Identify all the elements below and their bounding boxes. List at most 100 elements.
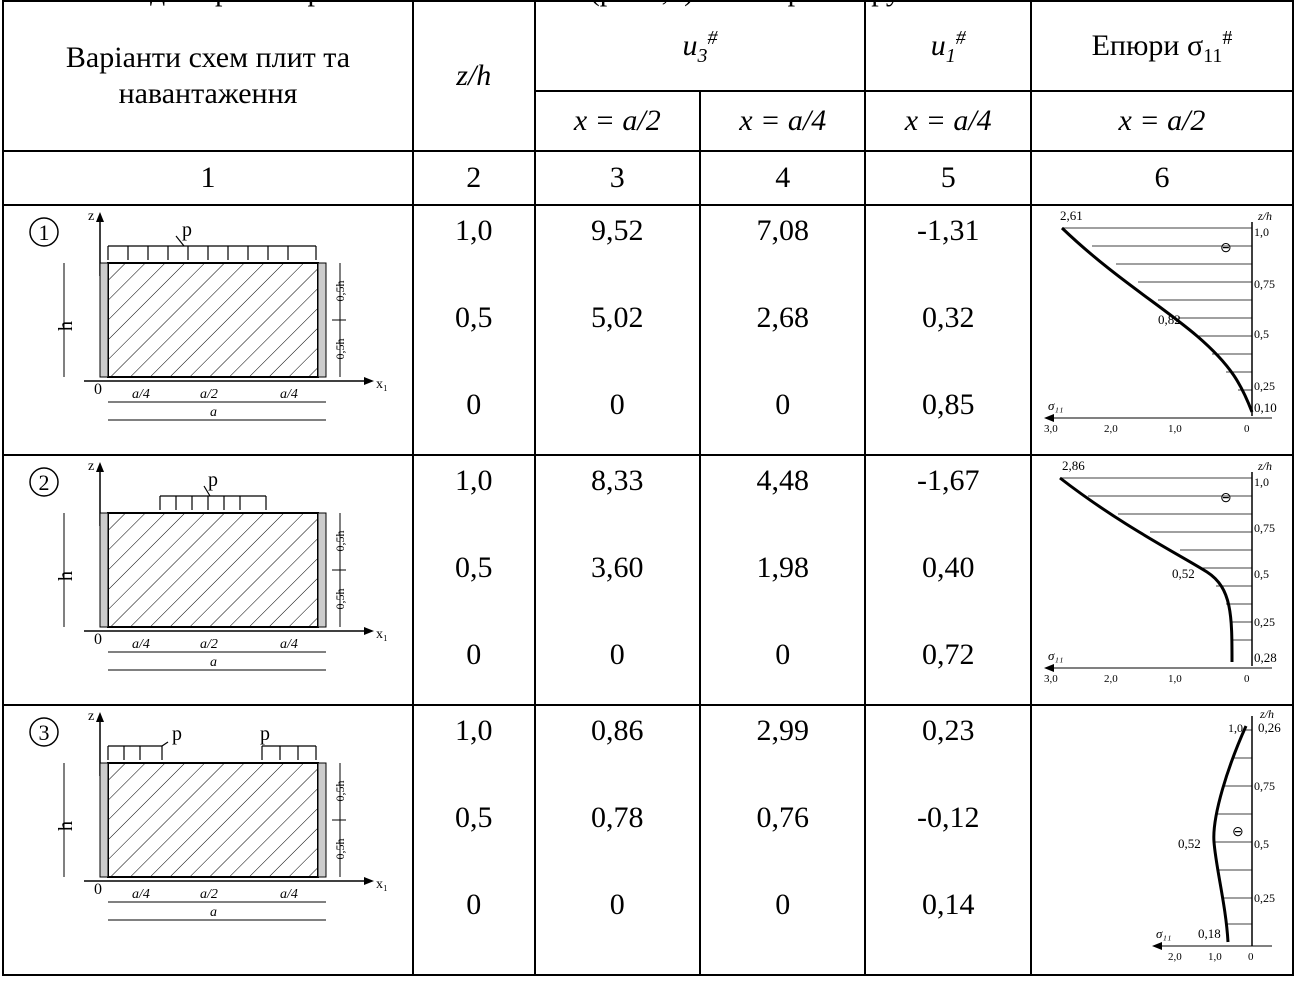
epure-bottom-value: 0,18 [1198, 926, 1221, 941]
plate-scheme-3: 3 z p p h 0,5h [29, 709, 388, 921]
header-u1: u1# [864, 0, 1032, 92]
half-label: a/2 [200, 387, 218, 402]
tick-label: 1,0 [1254, 475, 1269, 489]
zh-cell: 1,0 0,5 0 [411, 454, 536, 706]
x-axis-label: x₁ [376, 377, 388, 392]
x-tick: 2,0 [1168, 951, 1182, 963]
u1-a4-value: 0,85 [921, 388, 975, 421]
zh-cell: 1,0 0,5 0 [411, 704, 536, 976]
col-number: 3 [533, 150, 702, 206]
u3-a2-value: 0 [609, 888, 625, 921]
z-axis-label: z [88, 459, 94, 474]
tick-label: 0,25 [1254, 891, 1275, 905]
zh-value: 0 [466, 888, 482, 921]
sign-minus-icon: ⊖ [1220, 241, 1232, 256]
epure-mid-value: 0,52 [1172, 566, 1195, 581]
x-axis-label: x₁ [376, 627, 388, 642]
u3-a4-cell: 7,08 2,68 0 [699, 204, 867, 456]
scheme-cell: 1 z p [2, 204, 414, 456]
tick-label: 0,75 [1254, 779, 1275, 793]
epure-cell: 0,26 0,52 0,18 ⊖ 1,0 0,75 0,5 0,25 z/h σ… [1029, 704, 1294, 976]
u3-a4-value: 2,99 [756, 714, 810, 747]
header-epure-label: Епюри σ [1091, 29, 1204, 62]
u1-a4-value: -1,67 [916, 464, 980, 497]
full-label: a [210, 655, 217, 670]
load-label: p [172, 723, 182, 745]
u3-a4-value: 0,76 [756, 801, 810, 834]
z-axis-label: z/h [1257, 459, 1272, 473]
tick-label: 1,0 [1228, 721, 1243, 735]
half-h-label: 0,5h [333, 839, 347, 860]
x-tick: 0 [1244, 673, 1250, 685]
header-u3-label: u [682, 29, 698, 62]
u3-a4-value: 0 [775, 388, 791, 421]
header-u1-sub: 1 [945, 45, 956, 67]
subheader-u3-a2: x = a/2 [533, 90, 702, 152]
tick-label: 0,75 [1254, 521, 1275, 535]
u1-a4-value: 0,72 [921, 638, 975, 671]
variant-number: 1 [39, 220, 50, 245]
header-variants: Варіанти схем плит та навантаження [2, 0, 414, 152]
u3-a4-value: 7,08 [756, 214, 810, 247]
epure-bottom-value: 0,28 [1254, 650, 1277, 665]
u3-a2-value: 0 [609, 388, 625, 421]
epure-top-value: 2,86 [1062, 458, 1085, 473]
epure-mid-value: 0,82 [1158, 312, 1181, 327]
results-table: Варіанти схем плит та навантаження z/h u… [2, 0, 1294, 976]
u3-a4-value: 4,48 [756, 464, 810, 497]
half-h-label: 0,5h [333, 281, 347, 302]
height-label: h [55, 821, 77, 831]
variant-number: 2 [39, 470, 50, 495]
origin-label: 0 [94, 881, 102, 898]
u3-a2-value: 9,52 [591, 214, 644, 247]
epure-bottom-value: 0,10 [1254, 400, 1277, 415]
header-variants-label: Варіанти схем плит та навантаження [65, 41, 351, 110]
u1-a4-value: 0,32 [921, 301, 975, 334]
tick-label: 0,25 [1254, 615, 1275, 629]
stress-epure-3: 0,26 0,52 0,18 ⊖ 1,0 0,75 0,5 0,25 z/h σ… [1151, 707, 1281, 963]
subheader-u3-a4: x = a/4 [699, 90, 867, 152]
z-axis-label: z [88, 709, 94, 724]
u1-a4-cell: 0,23 -0,12 0,14 [864, 704, 1032, 976]
sign-minus-icon: ⊖ [1232, 825, 1244, 840]
u3-a4-value: 0 [775, 888, 791, 921]
header-u3-sub: 3 [697, 45, 708, 67]
tick-label: 0,75 [1254, 277, 1275, 291]
quarter-label: a/4 [132, 637, 150, 652]
x-tick: 2,0 [1104, 673, 1118, 685]
z-axis-label: z/h [1257, 209, 1272, 223]
subheader-epure-a2: x = a/2 [1029, 90, 1294, 152]
x-tick: 3,0 [1044, 673, 1058, 685]
epure-top-value: 2,61 [1060, 208, 1083, 223]
tick-label: 0,5 [1254, 567, 1269, 581]
x-axis-label: σ₁₁ [1048, 398, 1063, 413]
header-zh-label: z/h [456, 59, 492, 92]
zh-value: 0,5 [455, 551, 493, 584]
x-axis-label: σ₁₁ [1048, 648, 1063, 663]
col-number: 2 [411, 150, 536, 206]
zh-value: 0,5 [455, 801, 493, 834]
tick-label: 1,0 [1254, 225, 1269, 239]
height-label: h [55, 321, 77, 331]
x-tick: 1,0 [1168, 423, 1182, 435]
full-label: a [210, 405, 217, 420]
zh-value: 0 [466, 388, 482, 421]
col-number: 5 [864, 150, 1032, 206]
load-label: p [208, 469, 218, 491]
u3-a2-value: 8,33 [591, 464, 644, 497]
origin-label: 0 [94, 631, 102, 648]
quarter-label: a/4 [280, 637, 298, 652]
header-zh: z/h [411, 0, 536, 152]
u1-a4-cell: -1,67 0,40 0,72 [864, 454, 1032, 706]
z-axis-label: z/h [1259, 707, 1274, 721]
quarter-label: a/4 [132, 887, 150, 902]
load-label: p [182, 219, 192, 241]
quarter-label: a/4 [132, 387, 150, 402]
half-h-label: 0,5h [333, 339, 347, 360]
table-row: 2 z p h 0,5h 0, [2, 454, 1294, 706]
u3-a2-value: 0 [609, 638, 625, 671]
origin-label: 0 [94, 381, 102, 398]
u3-a2-cell: 8,33 3,60 0 [533, 454, 702, 706]
zh-value: 0,5 [455, 301, 493, 334]
u3-a2-value: 0,86 [591, 714, 644, 747]
